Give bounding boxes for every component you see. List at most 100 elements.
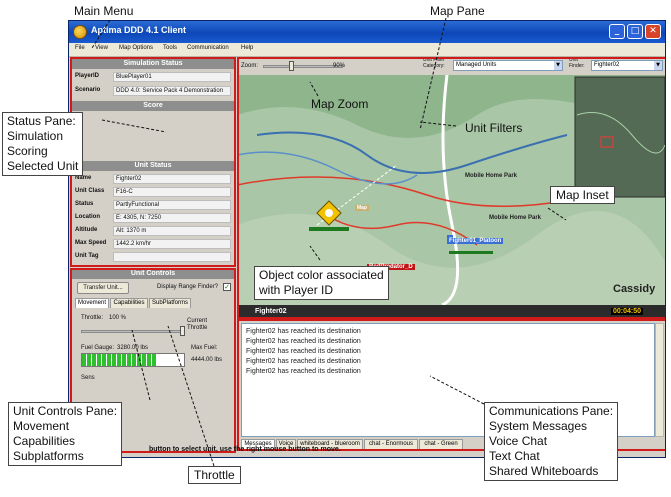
unit-controls-highlight <box>70 268 236 453</box>
leader-communications <box>429 375 485 405</box>
annotation-status-pane-line-1: Status Pane: <box>7 114 76 128</box>
place-label-mobile-home-park: Mobile Home Park <box>465 173 518 179</box>
menu-bar: File View Map Options Tools Communicatio… <box>69 43 665 57</box>
zoom-slider-track[interactable] <box>263 65 343 68</box>
scenario-label: Scenario <box>75 87 101 93</box>
annotation-communications-pane: Communications Pane: System Messages Voi… <box>484 402 619 481</box>
unit-name-value: Fighter02 <box>113 174 231 184</box>
annotation-map-zoom: Map Zoom <box>311 97 369 111</box>
throttle-value: 100 % <box>109 315 127 321</box>
menu-file[interactable]: File <box>75 45 85 51</box>
annotation-unit-filters: Unit Filters <box>465 121 523 135</box>
annotation-object-color-line-1: Object color associated <box>259 268 384 282</box>
unit-finder-label: Unit Finder: <box>569 57 585 69</box>
leader-map-pane <box>419 17 447 131</box>
scenario-value: DDD 4.0: Service Pack 4 Demonstration <box>113 86 231 96</box>
map-inset[interactable] <box>574 76 665 198</box>
simulation-status-header: Simulation Status <box>72 59 234 69</box>
message-line: Fighter02 has reached its destination <box>246 328 361 335</box>
annotation-status-pane-line-2: Simulation <box>7 129 64 143</box>
unit-max-speed-value: 1442.2 km/hr <box>113 239 231 249</box>
player-id-value: BluePlayer01 <box>113 72 231 82</box>
menu-help[interactable]: Help <box>241 45 254 51</box>
minimize-button[interactable]: _ <box>609 24 625 39</box>
fuel-gauge-bar <box>81 353 185 367</box>
annotation-status-pane: Status Pane: Simulation Scoring Selected… <box>2 112 84 176</box>
menu-view[interactable]: View <box>95 45 108 51</box>
unit-filter-select[interactable]: Managed Units ▼ <box>453 60 563 71</box>
app-icon <box>73 25 87 39</box>
menu-communication[interactable]: Communication <box>187 45 229 51</box>
leader-status-pane <box>101 119 167 133</box>
tab-whiteboard-blueroom[interactable]: whiteboard - blueroom <box>297 439 363 449</box>
unit-max-speed-label: Max Speed <box>75 240 107 246</box>
unit-filter-value: Managed Units <box>456 62 497 68</box>
annotation-object-color: Object color associated with Player ID <box>254 266 389 300</box>
unit-tag-value[interactable] <box>113 252 231 262</box>
tab-movement[interactable]: Movement <box>75 298 109 308</box>
leader-unit-filters <box>419 121 457 127</box>
menu-map-options[interactable]: Map Options <box>119 45 154 51</box>
annotation-unit-controls-line-1: Unit Controls Pane: <box>13 404 118 418</box>
selected-unit-health <box>309 227 349 231</box>
annotation-main-menu: Main Menu <box>74 4 134 18</box>
message-line: Fighter02 has reached its destination <box>246 348 361 355</box>
map-stream <box>237 151 418 185</box>
map-river <box>256 131 568 174</box>
message-line: Fighter02 has reached its destination <box>246 368 361 375</box>
map-toolbar: Zoom: 90% Unit Filter Category: Managed … <box>237 57 665 75</box>
fuel-gauge-label: Fuel Gauge: <box>81 345 115 351</box>
message-line: Fighter02 has reached its destination <box>246 338 361 345</box>
unit-finder-select[interactable]: Fighter02 ▼ <box>591 60 663 71</box>
maximize-button[interactable]: □ <box>627 24 643 39</box>
unit-finder-value: Fighter02 <box>594 62 620 68</box>
leader-object-color <box>309 245 321 261</box>
tab-voice[interactable]: Voice <box>276 439 296 449</box>
unit-label-red-predator[interactable]: RedPredator_D <box>367 264 415 270</box>
unit-altitude-value: Alt: 1370 m <box>113 226 231 236</box>
window-title: Aptima DDD 4.1 Client <box>91 25 187 35</box>
selected-unit-marker[interactable] <box>309 200 349 231</box>
close-button[interactable]: ✕ <box>645 24 661 39</box>
simulation-clock: 00:04:50 <box>611 308 644 315</box>
annotation-map-pane: Map Pane <box>430 4 485 18</box>
annotation-map-inset: Map Inset <box>550 186 615 204</box>
throttle-slider-thumb[interactable] <box>180 326 185 336</box>
unit-status-value: PartlyFunctional <box>113 200 231 210</box>
zoom-label: Zoom: <box>241 63 259 69</box>
fuel-value: 3280.00 lbs <box>117 345 149 351</box>
tab-chat-enormous[interactable]: chat - Enormous <box>364 439 418 449</box>
annotation-unit-controls-pane: Unit Controls Pane: Movement Capabilitie… <box>8 402 123 466</box>
annotation-communications-line-2: System Messages <box>489 419 588 433</box>
unit-label-fighter01-platoon[interactable]: Fighter01_Platoon <box>447 238 504 244</box>
tab-chat-green[interactable]: chat - Green <box>419 439 463 449</box>
fuel-gauge-fill <box>82 354 158 366</box>
annotation-status-pane-line-3: Scoring <box>7 144 48 158</box>
unit-status-header: Unit Status <box>72 161 234 171</box>
player-id-label: PlayerID <box>75 73 100 79</box>
leader-map-zoom <box>309 81 319 97</box>
range-finder-checkbox[interactable]: ✓ <box>223 283 231 291</box>
menu-tools[interactable]: Tools <box>163 45 178 51</box>
annotation-unit-controls-line-2: Movement <box>13 419 70 433</box>
zoom-slider-thumb[interactable] <box>289 61 294 71</box>
tab-messages[interactable]: Messages <box>241 439 275 449</box>
window-status-bar: button to select unit, use the right mou… <box>149 446 341 453</box>
unit-filter-label: Unit Filter Category: <box>423 57 445 69</box>
max-fuel-value: 4444.00 lbs <box>191 357 223 363</box>
annotation-communications-line-5: Shared Whiteboards <box>489 464 599 478</box>
map-pane-highlight <box>237 57 665 319</box>
place-label-mobile-home-park-2: Mobile Home Park <box>489 215 542 221</box>
annotation-communications-line-3: Voice Chat <box>489 434 548 448</box>
selected-unit-name: Fighter02 <box>255 308 287 315</box>
title-bar[interactable]: Aptima DDD 4.1 Client _ □ ✕ <box>69 21 665 43</box>
transfer-unit-button[interactable]: Transfer Unit... <box>77 282 129 294</box>
message-scrollbar[interactable] <box>655 323 664 437</box>
map-trail <box>326 214 478 246</box>
tab-subplatforms[interactable]: SubPlatforms <box>149 298 191 308</box>
annotation-communications-line-4: Text Chat <box>489 449 540 463</box>
tab-capabilities[interactable]: Capabilities <box>110 298 148 308</box>
map-header-label: Map <box>355 205 369 211</box>
